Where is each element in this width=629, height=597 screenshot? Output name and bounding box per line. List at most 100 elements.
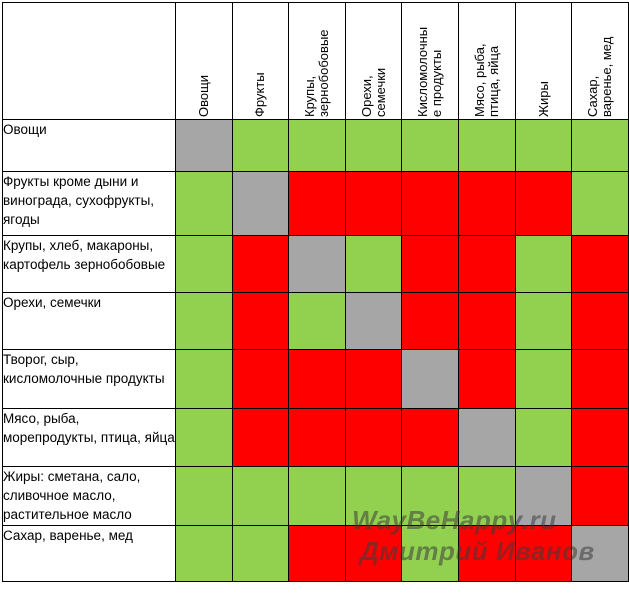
column-header-nuts: Орехи, семечки (344, 2, 403, 120)
table-row: Творог, сыр, кисломолочные продукты (1, 349, 629, 409)
row-header-label: Творог, сыр, кисломолочные продукты (1, 349, 177, 409)
corner-cell (1, 2, 177, 120)
column-header-label: Кисломолочны е продукты (415, 26, 445, 117)
compatibility-cell (514, 525, 573, 582)
row-header-label: Мясо, рыба, морепродукты, птица, яйца (1, 408, 177, 467)
compatibility-cell (231, 525, 290, 582)
header-row: Овощи Фрукты Крупы, зернобобовые Орехи, … (1, 2, 629, 120)
compatibility-cell (231, 349, 290, 409)
row-header-label: Фрукты кроме дыни и винограда, сухофрукт… (1, 171, 177, 236)
compatibility-cell (344, 525, 403, 582)
compatibility-cell (401, 235, 460, 293)
compatibility-cell (401, 408, 460, 467)
compatibility-cell (175, 119, 233, 172)
column-header-label: Овощи (195, 74, 211, 117)
row-header-label: Жиры: сметана, сало, сливочное масло, ра… (1, 466, 177, 526)
compatibility-cell (175, 235, 233, 293)
compatibility-cell (288, 408, 346, 467)
watermark-site: WayBeHappy.ru (352, 505, 557, 535)
compatibility-cell (458, 292, 516, 350)
watermark-author: Дмитрий Иванов (360, 536, 595, 566)
compatibility-cell (288, 119, 346, 172)
compatibility-cell (231, 235, 290, 293)
column-header-meat: Мясо, рыба, птица, яйца (458, 2, 516, 120)
compatibility-cell (401, 171, 460, 236)
column-header-label: Мясо, рыба, птица, яйца (471, 43, 501, 117)
compatibility-cell (458, 235, 516, 293)
compatibility-cell (458, 466, 516, 526)
compatibility-cell (401, 466, 460, 526)
compatibility-cell (571, 408, 629, 467)
compatibility-cell (571, 349, 629, 409)
compatibility-cell (288, 171, 346, 236)
compatibility-cell (344, 408, 403, 467)
column-header-label: Крупы, зернобобовые (301, 29, 331, 117)
table-row: Мясо, рыба, морепродукты, птица, яйца (1, 408, 629, 467)
compatibility-cell (175, 171, 233, 236)
compatibility-cell (571, 171, 629, 236)
compatibility-cell (344, 235, 403, 293)
compatibility-cell (514, 408, 573, 467)
column-header-label: Сахар, варенье, мед (585, 36, 615, 117)
table-row: Фрукты кроме дыни и винограда, сухофрукт… (1, 171, 629, 236)
compatibility-cell (571, 292, 629, 350)
column-header-fruits: Фрукты (231, 2, 290, 120)
column-header-grains: Крупы, зернобобовые (288, 2, 346, 120)
column-header-label: Орехи, семечки (358, 67, 388, 117)
compatibility-cell (401, 525, 460, 582)
compatibility-cell (571, 119, 629, 172)
compatibility-cell (514, 349, 573, 409)
compatibility-cell (175, 349, 233, 409)
row-header-label: Сахар, варенье, мед (1, 525, 177, 582)
compatibility-cell (401, 119, 460, 172)
compatibility-cell (514, 292, 573, 350)
row-header-label: Крупы, хлеб, макароны, картофель зернобо… (1, 235, 177, 293)
compatibility-cell (231, 119, 290, 172)
compatibility-cell (288, 466, 346, 526)
compatibility-cell (571, 235, 629, 293)
compatibility-cell (175, 466, 233, 526)
compatibility-cell (344, 171, 403, 236)
table-row: Орехи, семечки (1, 292, 629, 350)
column-header-vegetables: Овощи (175, 2, 233, 120)
column-header-sugar: Сахар, варенье, мед (571, 2, 629, 120)
compatibility-cell (175, 292, 233, 350)
compatibility-cell (458, 408, 516, 467)
compatibility-cell (231, 408, 290, 467)
compatibility-cell (288, 235, 346, 293)
column-header-dairy: Кисломолочны е продукты (401, 2, 460, 120)
table-body: Овощи Фрукты кроме дыни и винограда, сухо… (1, 119, 629, 582)
compatibility-cell (175, 408, 233, 467)
compatibility-cell (231, 171, 290, 236)
column-header-fats: Жиры (514, 2, 573, 120)
compatibility-cell (288, 292, 346, 350)
compatibility-cell (514, 119, 573, 172)
table-row: Овощи (1, 119, 629, 172)
column-header-label: Жиры (535, 81, 551, 117)
column-header-label: Фрукты (252, 72, 268, 117)
row-header-label: Овощи (1, 119, 177, 172)
compatibility-cell (458, 119, 516, 172)
compatibility-cell (571, 466, 629, 526)
compatibility-cell (401, 292, 460, 350)
compatibility-cell (288, 525, 346, 582)
compatibility-cell (458, 349, 516, 409)
compatibility-cell (458, 525, 516, 582)
compatibility-cell (231, 292, 290, 350)
compatibility-cell (514, 466, 573, 526)
compatibility-cell (344, 119, 403, 172)
food-compatibility-table: Овощи Фрукты Крупы, зернобобовые Орехи, … (1, 2, 629, 582)
compatibility-cell (288, 349, 346, 409)
compatibility-cell (458, 171, 516, 236)
row-header-label: Орехи, семечки (1, 292, 177, 350)
compatibility-cell (344, 292, 403, 350)
table-row: Сахар, варенье, мед (1, 525, 629, 582)
compatibility-cell (231, 466, 290, 526)
compatibility-cell (571, 525, 629, 582)
table-row: Жиры: сметана, сало, сливочное масло, ра… (1, 466, 629, 526)
compatibility-cell (175, 525, 233, 582)
table-row: Крупы, хлеб, макароны, картофель зернобо… (1, 235, 629, 293)
compatibility-cell (514, 235, 573, 293)
compatibility-cell (344, 349, 403, 409)
compatibility-cell (401, 349, 460, 409)
